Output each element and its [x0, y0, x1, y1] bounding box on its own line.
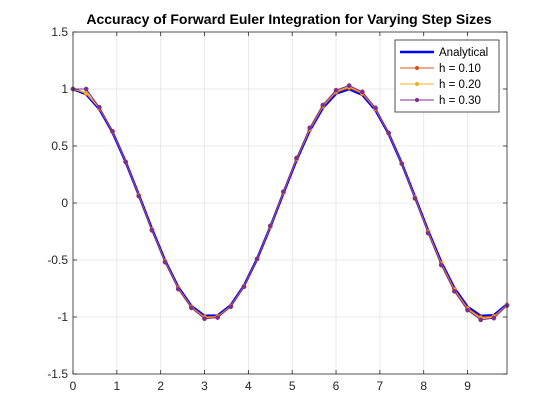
y-tick-label: -0.5	[47, 253, 68, 267]
legend-item: h = 0.30	[400, 95, 481, 107]
y-axis: -1.5 -1 -0.5 0 0.5 1 1.5	[47, 25, 507, 381]
legend-item: h = 0.20	[400, 79, 481, 91]
series-line	[73, 85, 508, 321]
data-point	[294, 155, 299, 161]
legend-label: h = 0.20	[439, 79, 481, 91]
data-point	[136, 193, 142, 199]
x-tick-label: 4	[245, 379, 252, 393]
data-point	[438, 262, 444, 268]
series-line	[72, 87, 508, 318]
y-tick-label: 0	[61, 196, 68, 210]
data-point	[215, 315, 221, 320]
x-tick-label: 5	[289, 379, 296, 393]
data-point	[346, 83, 352, 88]
legend-marker	[414, 97, 420, 103]
x-tick-label: 1	[113, 379, 120, 393]
data-point	[267, 223, 273, 229]
series-1	[70, 85, 510, 320]
data-point	[320, 102, 326, 108]
legend-label: h = 0.30	[439, 95, 481, 107]
data-point	[162, 259, 168, 265]
x-tick-label: 2	[157, 379, 164, 393]
data-point	[412, 196, 418, 201]
data-point	[425, 230, 431, 236]
data-point	[359, 89, 365, 95]
data-point	[175, 286, 181, 292]
legend-label: h = 0.10	[439, 63, 481, 75]
data-point	[386, 130, 391, 136]
x-tick-label: 3	[201, 379, 208, 393]
data-point	[110, 128, 115, 134]
y-tick-label: -1	[57, 310, 68, 324]
legend-item: h = 0.10	[400, 63, 481, 75]
data-point	[202, 316, 207, 322]
data-point	[189, 305, 194, 311]
data-point	[281, 189, 286, 194]
data-point	[307, 125, 313, 131]
y-tick-label: 1	[61, 82, 68, 96]
legend-marker	[414, 65, 420, 71]
series-0	[72, 87, 508, 318]
y-tick-label: -1.5	[47, 367, 68, 381]
legend-marker	[414, 81, 420, 87]
y-tick-label: 1.5	[51, 25, 68, 39]
x-tick-label: 6	[333, 379, 340, 393]
data-point	[228, 304, 234, 310]
data-point	[96, 104, 102, 110]
x-tick-label: 7	[377, 379, 384, 393]
legend-label: Analytical	[439, 47, 488, 59]
data-point	[149, 228, 155, 233]
data-point	[491, 315, 497, 321]
x-tick-label: 8	[420, 379, 427, 393]
data-point	[465, 307, 470, 313]
data-point	[83, 86, 89, 92]
x-axis: 0 1 2 3 4 5 6 7 8 9	[70, 32, 471, 393]
x-tick-label: 9	[464, 379, 471, 393]
y-tick-label: 0.5	[51, 139, 68, 153]
data-point	[399, 161, 405, 167]
data-point	[333, 87, 339, 93]
data-point	[254, 256, 260, 262]
data-point	[478, 317, 484, 323]
chart-title: Accuracy of Forward Euler Integration fo…	[86, 11, 492, 27]
x-tick-label: 0	[70, 379, 77, 393]
data-point	[373, 105, 378, 111]
data-point	[123, 159, 128, 165]
data-point	[241, 284, 247, 290]
data-point	[452, 289, 457, 294]
legend-item: Analytical	[400, 47, 488, 59]
series-line	[72, 87, 508, 318]
legend: Analytical h = 0.10 h = 0.20 h = 0.30	[394, 39, 500, 113]
